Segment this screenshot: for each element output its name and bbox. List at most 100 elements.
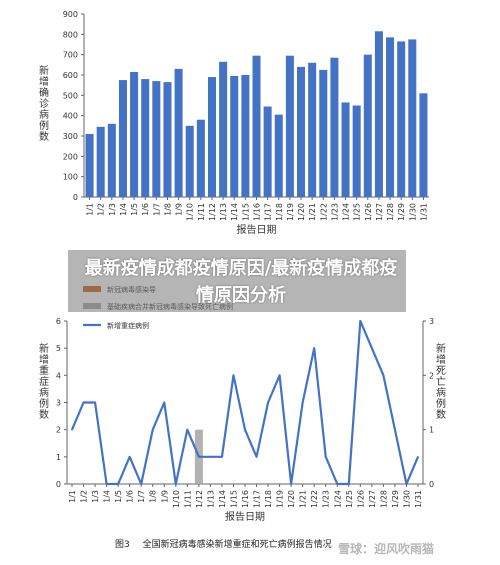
x-tick-label: 1/23 xyxy=(322,490,331,508)
watermark: 雪球：迎风吹雨猫 xyxy=(338,542,435,556)
bar xyxy=(230,76,239,197)
x-tick-label: 1/24 xyxy=(333,490,342,508)
x-tick-label: 1/1 xyxy=(86,203,95,216)
figure-caption: 图3 全国新冠病毒感染新增重症和死亡病例报告情况 xyxy=(115,537,332,550)
severe-point xyxy=(163,401,166,404)
y-tick-label: 300 xyxy=(63,132,78,141)
y-tick-label: 700 xyxy=(63,51,78,60)
x-tick-label: 1/28 xyxy=(379,490,388,508)
x-tick-label: 1/11 xyxy=(183,490,192,508)
bar xyxy=(152,81,161,197)
bar xyxy=(363,54,372,197)
x-tick-label: 1/15 xyxy=(241,203,250,221)
y2-tick-label: 1 xyxy=(429,426,434,435)
severe-point xyxy=(71,428,73,431)
x-tick-label: 1/10 xyxy=(172,490,181,508)
severe-point xyxy=(198,456,200,458)
title-banner xyxy=(68,250,406,312)
x-tick-label: 1/9 xyxy=(160,490,169,503)
bar xyxy=(118,80,127,197)
x-tick-label: 1/19 xyxy=(276,490,285,508)
bar xyxy=(107,123,116,197)
severe-point xyxy=(371,347,373,349)
x-tick-label: 1/12 xyxy=(195,490,204,508)
y-tick-label: 5 xyxy=(56,344,61,353)
x-tick-label: 1/30 xyxy=(402,490,411,508)
bar xyxy=(196,119,205,197)
bar xyxy=(241,75,250,197)
y2-tick-label: 3 xyxy=(429,317,434,326)
severe-line xyxy=(70,319,420,486)
figure-number: 图3 xyxy=(115,540,130,550)
x-tick-label: 1/26 xyxy=(364,203,373,221)
x-tick-label: 1/31 xyxy=(419,203,428,221)
severe-point xyxy=(82,401,85,404)
x-tick-label: 1/13 xyxy=(219,203,228,221)
x-tick-label: 1/29 xyxy=(397,203,406,221)
bar xyxy=(174,68,183,198)
severe-point xyxy=(209,456,212,458)
bar xyxy=(85,133,94,197)
severe-point xyxy=(128,456,131,458)
y2-tick-label: 0 xyxy=(429,480,434,489)
bar xyxy=(252,55,261,197)
x-tick-label: 1/6 xyxy=(126,490,135,503)
x-tick-label: 1/31 xyxy=(414,490,423,508)
y-tick-label: 500 xyxy=(63,91,78,100)
x-tick-label: 1/4 xyxy=(103,490,112,503)
y-tick-label: 100 xyxy=(63,173,78,182)
bar xyxy=(130,71,139,197)
x-tick-label: 1/3 xyxy=(108,203,117,216)
y-tick-label: 800 xyxy=(63,30,78,39)
y-tick-label: 0 xyxy=(56,480,61,489)
bar xyxy=(141,79,150,197)
y-tick-label: 200 xyxy=(63,152,78,161)
bar xyxy=(285,55,294,197)
x-tick-label: 1/7 xyxy=(152,203,161,216)
bar xyxy=(374,31,383,198)
x-tick-label: 1/14 xyxy=(218,490,227,508)
bar xyxy=(96,126,105,197)
x-tick-label: 1/8 xyxy=(149,490,158,503)
x-tick-label: 1/8 xyxy=(163,203,172,216)
y-tick-label: 900 xyxy=(63,10,78,19)
x-tick-label: 1/13 xyxy=(206,490,215,508)
x-tick-label: 1/16 xyxy=(241,490,250,508)
x-tick-label: 1/27 xyxy=(368,490,377,508)
severe-point xyxy=(267,401,269,404)
x-axis-label: 报告日期 xyxy=(237,223,277,236)
x-tick-label: 1/4 xyxy=(119,203,128,216)
figure-caption-text: 全国新冠病毒感染新增重症和死亡病例报告情况 xyxy=(142,540,332,550)
bar xyxy=(341,102,350,197)
severe-point xyxy=(301,401,304,404)
x-tick-label: 1/30 xyxy=(408,203,417,221)
bar xyxy=(185,125,194,197)
bar xyxy=(274,114,283,197)
x-tick-label: 1/5 xyxy=(130,203,139,216)
confirmed-cases-bar-chart: 0 100 200 300 400 500 600 700 800 900 1/1 1/2 1/3 1/4… xyxy=(39,10,429,236)
x-tick-label: 1/18 xyxy=(264,490,273,508)
x-tick-label: 1/2 xyxy=(80,490,89,503)
x-tick-label: 1/29 xyxy=(391,490,400,508)
severe-point xyxy=(244,428,246,431)
y-tick-label: 1 xyxy=(56,453,61,462)
x-tick-label: 1/15 xyxy=(229,490,238,508)
bar xyxy=(419,93,428,197)
severe-point xyxy=(394,428,396,431)
y-axis-label: 新增确诊病例数 xyxy=(39,64,49,143)
x-tick-label: 1/28 xyxy=(386,203,395,221)
x-tick-label: 1/18 xyxy=(275,203,284,221)
x-tick-label: 1/16 xyxy=(253,203,262,221)
severe-point xyxy=(417,456,419,458)
severe-point xyxy=(382,374,385,377)
bar xyxy=(408,39,417,197)
x-tick-label: 1/5 xyxy=(114,490,123,503)
x-tick-label: 1/25 xyxy=(345,490,354,508)
severe-point xyxy=(313,347,316,349)
x-tick-label: 1/20 xyxy=(297,203,306,221)
y-tick-label: 0 xyxy=(73,193,78,202)
banner-title: 最新疫情成都疫情原因/最新疫情成都疫情原因分析 xyxy=(84,258,398,306)
severe-point xyxy=(359,320,362,322)
x-tick-label: 1/23 xyxy=(330,203,339,221)
bar xyxy=(308,62,317,197)
